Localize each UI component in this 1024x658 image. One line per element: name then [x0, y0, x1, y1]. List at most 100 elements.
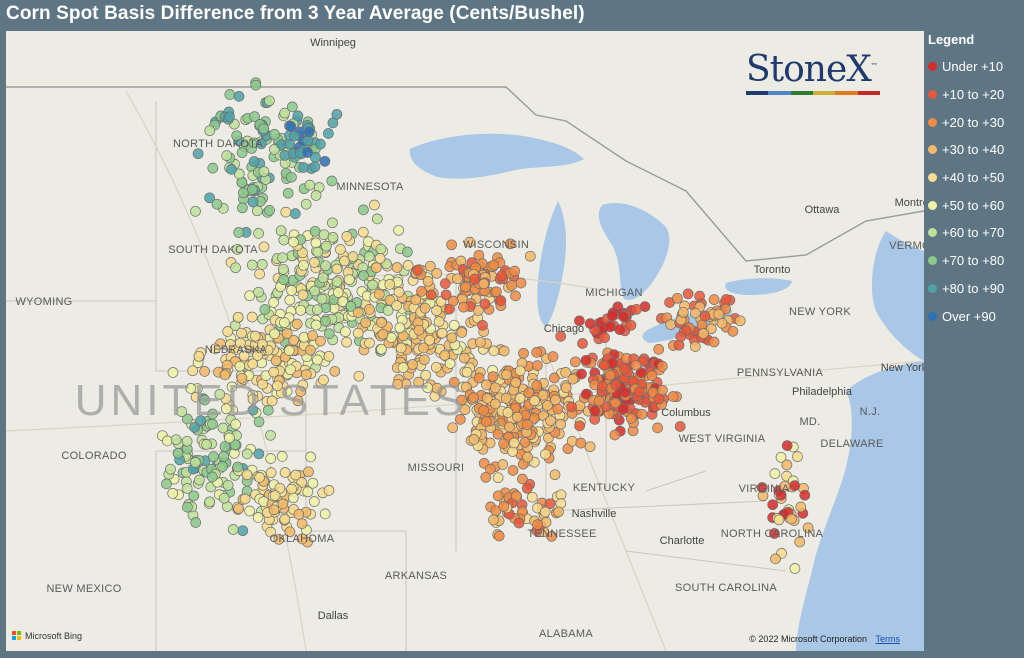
elevator-dot[interactable] — [560, 382, 572, 394]
elevator-dot[interactable] — [480, 471, 492, 483]
elevator-dot[interactable] — [237, 525, 249, 537]
elevator-dot[interactable] — [172, 447, 184, 459]
elevator-dot[interactable] — [667, 391, 679, 402]
elevator-dot[interactable] — [727, 325, 739, 337]
elevator-dot[interactable] — [469, 273, 480, 285]
elevator-dot[interactable] — [337, 296, 349, 308]
elevator-dot[interactable] — [781, 440, 793, 451]
elevator-dot[interactable] — [315, 138, 326, 150]
elevator-dot[interactable] — [207, 162, 219, 174]
elevator-dot[interactable] — [335, 244, 346, 255]
elevator-dot[interactable] — [288, 236, 299, 248]
elevator-dot[interactable] — [446, 332, 458, 344]
elevator-dot[interactable] — [190, 517, 202, 528]
elevator-dot[interactable] — [265, 453, 277, 464]
elevator-dot[interactable] — [192, 148, 204, 160]
elevator-dot[interactable] — [498, 345, 510, 357]
elevator-dot[interactable] — [249, 111, 260, 122]
elevator-dot[interactable] — [789, 563, 801, 574]
elevator-dot[interactable] — [332, 287, 344, 298]
elevator-dot[interactable] — [625, 413, 637, 424]
elevator-dot[interactable] — [781, 459, 793, 471]
elevator-dot[interactable] — [279, 467, 291, 478]
elevator-dot[interactable] — [258, 166, 270, 177]
elevator-dot[interactable] — [526, 491, 538, 503]
elevator-dot[interactable] — [495, 295, 507, 306]
elevator-dot[interactable] — [371, 262, 382, 273]
elevator-dot[interactable] — [290, 469, 302, 481]
elevator-dot[interactable] — [537, 389, 549, 401]
elevator-dot[interactable] — [193, 350, 205, 362]
legend-item[interactable]: +20 to +30 — [928, 108, 1022, 136]
elevator-dot[interactable] — [488, 345, 500, 357]
elevator-dot[interactable] — [284, 294, 296, 306]
elevator-dot[interactable] — [522, 451, 533, 463]
elevator-dot[interactable] — [514, 392, 526, 404]
elevator-dot[interactable] — [431, 267, 443, 279]
elevator-dot[interactable] — [278, 274, 289, 285]
elevator-dot[interactable] — [190, 205, 201, 217]
legend-item[interactable]: +80 to +90 — [928, 275, 1022, 303]
elevator-dot[interactable] — [504, 238, 516, 250]
elevator-dot[interactable] — [218, 492, 230, 504]
elevator-dot[interactable] — [468, 392, 479, 403]
elevator-dot[interactable] — [566, 401, 577, 413]
elevator-dot[interactable] — [352, 327, 364, 339]
elevator-dot[interactable] — [512, 411, 523, 423]
elevator-dot[interactable] — [506, 280, 518, 291]
elevator-dot[interactable] — [320, 260, 331, 272]
elevator-dot[interactable] — [244, 290, 256, 302]
elevator-dot[interactable] — [653, 344, 665, 355]
elevator-dot[interactable] — [253, 416, 265, 428]
elevator-dot[interactable] — [244, 505, 255, 517]
elevator-dot[interactable] — [502, 407, 514, 418]
elevator-dot[interactable] — [286, 101, 298, 113]
elevator-dot[interactable] — [789, 480, 801, 491]
elevator-dot[interactable] — [220, 403, 232, 415]
elevator-dot[interactable] — [413, 324, 425, 336]
elevator-dot[interactable] — [529, 395, 540, 407]
elevator-dot[interactable] — [358, 204, 369, 216]
elevator-dot[interactable] — [310, 190, 322, 201]
elevator-dot[interactable] — [268, 504, 280, 516]
elevator-dot[interactable] — [256, 338, 268, 350]
elevator-dot[interactable] — [286, 285, 297, 296]
elevator-dot[interactable] — [341, 336, 352, 348]
elevator-dot[interactable] — [233, 91, 245, 102]
elevator-dot[interactable] — [418, 342, 429, 354]
elevator-dot[interactable] — [310, 151, 321, 163]
elevator-dot[interactable] — [303, 466, 314, 478]
elevator-dot[interactable] — [252, 512, 264, 523]
elevator-dot[interactable] — [519, 436, 531, 448]
elevator-dot[interactable] — [410, 294, 422, 306]
elevator-dot[interactable] — [635, 367, 647, 378]
elevator-dot[interactable] — [315, 335, 326, 347]
elevator-dot[interactable] — [674, 421, 686, 432]
elevator-dot[interactable] — [208, 451, 219, 463]
elevator-dot[interactable] — [278, 263, 289, 275]
elevator-dot[interactable] — [327, 231, 339, 243]
elevator-dot[interactable] — [596, 380, 608, 392]
elevator-dot[interactable] — [550, 394, 561, 406]
elevator-dot[interactable] — [769, 468, 781, 479]
elevator-dot[interactable] — [799, 489, 811, 501]
elevator-dot[interactable] — [475, 336, 486, 348]
elevator-dot[interactable] — [297, 247, 308, 259]
elevator-dot[interactable] — [297, 289, 309, 301]
elevator-dot[interactable] — [673, 339, 685, 351]
elevator-dot[interactable] — [371, 213, 383, 225]
elevator-dot[interactable] — [448, 376, 460, 388]
elevator-dot[interactable] — [552, 403, 564, 415]
elevator-dot[interactable] — [269, 328, 280, 340]
elevator-dot[interactable] — [436, 327, 448, 339]
elevator-dot[interactable] — [277, 498, 289, 510]
elevator-dot[interactable] — [393, 224, 404, 236]
elevator-dot[interactable] — [756, 482, 768, 493]
elevator-dot[interactable] — [425, 289, 437, 301]
elevator-dot[interactable] — [302, 147, 313, 158]
elevator-dot[interactable] — [478, 405, 490, 416]
elevator-dot[interactable] — [575, 437, 587, 449]
elevator-dot[interactable] — [310, 237, 322, 249]
elevator-dot[interactable] — [358, 270, 369, 281]
elevator-dot[interactable] — [493, 530, 505, 542]
